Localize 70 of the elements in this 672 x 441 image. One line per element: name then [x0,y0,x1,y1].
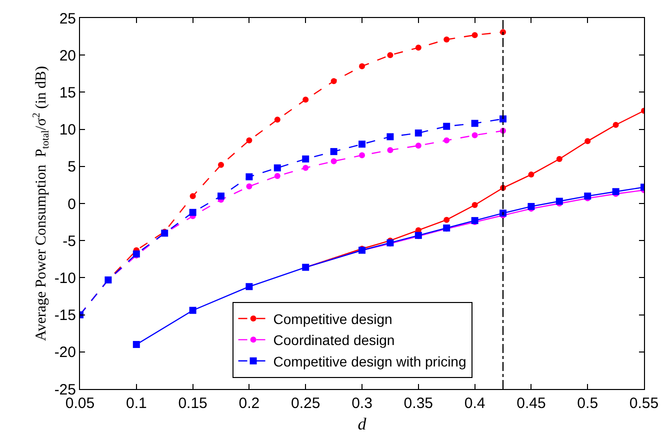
point [274,164,281,172]
x-tick-label: 0.35 [404,395,433,412]
point [359,152,365,158]
point [528,172,534,178]
y-tick-label: -10 [54,270,76,287]
point [330,158,337,164]
point [218,192,224,200]
y-tick-label: 25 [59,10,76,28]
x-tick-label: 0.5 [577,395,598,412]
y-tick-label: 15 [59,84,76,102]
point [472,32,478,38]
point [500,210,506,217]
x-tick-label: 0.15 [178,395,208,412]
point [359,63,365,70]
y-tick-label: 0 [68,196,76,213]
y-tick-label: -15 [54,307,76,324]
point [274,116,280,123]
legend-label: Coordinated design [273,332,395,348]
point [500,115,506,122]
point [358,140,366,148]
point [612,188,620,196]
point [472,202,478,208]
point [387,52,394,58]
point [302,164,309,171]
point [189,306,196,314]
y-tick-label: 20 [59,47,76,64]
point [246,137,252,144]
y-tick-label: -5 [62,232,76,250]
point [443,122,450,130]
point [584,138,591,144]
point [415,142,422,149]
point [415,44,422,51]
point [302,96,309,103]
point [612,122,619,128]
point [330,148,338,156]
legend-label: Competitive design with pricing [273,353,466,370]
point [471,120,478,127]
point [444,36,450,43]
y-tick-label: -20 [54,344,76,362]
point [472,132,478,138]
x-tick-label: 0.4 [464,395,486,412]
point [444,137,450,144]
point [386,133,394,140]
x-tick-label: 0.3 [352,395,372,412]
x-tick-label: 0.1 [126,395,147,412]
point [218,162,224,168]
point [274,173,280,180]
y-tick-label: 5 [68,158,76,176]
point [246,173,253,180]
point [387,147,394,154]
x-tick-label: 0.55 [629,395,659,412]
point [556,198,563,205]
point [302,155,310,162]
legend-label: Competitive design [273,310,392,327]
x-tick-label: 0.2 [238,395,260,412]
x-tick-label: 0.25 [291,395,320,412]
point [190,193,196,200]
point [246,183,252,190]
point [584,192,592,200]
point [528,202,535,210]
x-axis-title: d [358,414,367,434]
point [556,156,562,162]
point [132,340,140,348]
point [444,216,450,223]
point [189,208,196,216]
x-tick-label: 0.45 [516,395,546,412]
point [414,130,422,137]
y-tick-label: 10 [59,122,76,139]
point [246,283,253,290]
point [330,78,337,84]
